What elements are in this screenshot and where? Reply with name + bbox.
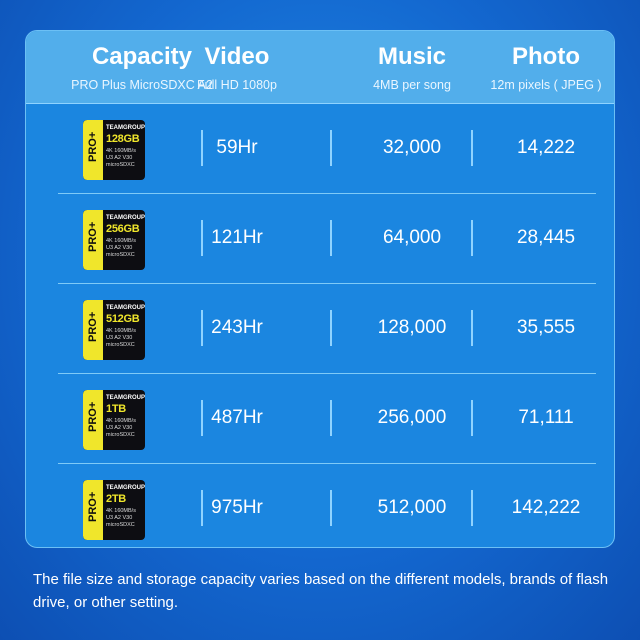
sd-card-image: PRO+ TEAMGROUP 1TB 4K 160MB/s U3 A2 V30 …	[83, 390, 145, 450]
card-spec: 4K 160MB/s U3 A2 V30 microSDXC	[106, 328, 136, 348]
sd-card-image: PRO+ TEAMGROUP 512GB 4K 160MB/s U3 A2 V3…	[83, 300, 145, 360]
card-series: PRO+	[87, 491, 99, 522]
card-capacity: 512GB	[106, 313, 140, 325]
music-value: 128,000	[377, 317, 447, 338]
photo-value: 14,222	[516, 137, 576, 158]
column-divider	[201, 130, 203, 166]
card-series: PRO+	[87, 401, 99, 432]
column-divider	[471, 310, 473, 346]
column-subtitle: 12m pixels ( JPEG )	[490, 78, 602, 92]
column-divider	[201, 220, 203, 256]
column-title: Video	[204, 43, 270, 70]
music-value: 64,000	[382, 227, 442, 248]
video-value: 59Hr	[216, 137, 258, 158]
table-row: PRO+ TEAMGROUP 256GB 4K 160MB/s U3 A2 V3…	[26, 194, 614, 284]
card-brand: TEAMGROUP	[106, 305, 145, 311]
column-subtitle: PRO Plus MicroSDXC A2	[71, 78, 213, 92]
column-divider	[471, 490, 473, 526]
sd-card-image: PRO+ TEAMGROUP 128GB 4K 160MB/s U3 A2 V3…	[83, 120, 145, 180]
music-value: 256,000	[377, 407, 447, 428]
card-brand: TEAMGROUP	[106, 215, 145, 221]
row-divider	[58, 283, 596, 284]
footnote: The file size and storage capacity varie…	[33, 571, 609, 611]
photo-value: 142,222	[511, 497, 581, 518]
card-capacity: 1TB	[106, 403, 126, 415]
card-capacity: 256GB	[106, 223, 140, 235]
card-capacity: 2TB	[106, 493, 126, 505]
column-divider	[330, 130, 332, 166]
video-value: 121Hr	[211, 227, 263, 248]
column-divider	[471, 220, 473, 256]
photo-value: 35,555	[516, 317, 576, 338]
card-spec: 4K 160MB/s U3 A2 V30 microSDXC	[106, 238, 136, 258]
card-series: PRO+	[87, 221, 99, 252]
column-divider	[330, 400, 332, 436]
capacity-table: Capacity PRO Plus MicroSDXC A2 Video Full…	[25, 30, 615, 548]
column-subtitle: Full HD 1080p	[197, 78, 277, 92]
column-divider	[201, 310, 203, 346]
card-spec: 4K 160MB/s U3 A2 V30 microSDXC	[106, 508, 136, 528]
card-spec: 4K 160MB/s U3 A2 V30 microSDXC	[106, 148, 136, 168]
column-divider	[330, 490, 332, 526]
card-brand: TEAMGROUP	[106, 125, 145, 131]
card-series: PRO+	[87, 131, 99, 162]
sd-card-image: PRO+ TEAMGROUP 2TB 4K 160MB/s U3 A2 V30 …	[83, 480, 145, 540]
card-brand: TEAMGROUP	[106, 395, 145, 401]
row-divider	[58, 463, 596, 464]
column-subtitle: 4MB per song	[373, 78, 451, 92]
card-strip	[83, 300, 103, 360]
card-strip	[83, 480, 103, 540]
column-title: Music	[377, 43, 446, 70]
sd-card-image: PRO+ TEAMGROUP 256GB 4K 160MB/s U3 A2 V3…	[83, 210, 145, 270]
card-brand: TEAMGROUP	[106, 485, 145, 491]
table-header: Capacity PRO Plus MicroSDXC A2 Video Full…	[26, 31, 614, 104]
card-strip	[83, 210, 103, 270]
table-row: PRO+ TEAMGROUP 512GB 4K 160MB/s U3 A2 V3…	[26, 284, 614, 374]
row-divider	[58, 373, 596, 374]
music-value: 32,000	[382, 137, 442, 158]
video-value: 975Hr	[211, 497, 263, 518]
card-spec: 4K 160MB/s U3 A2 V30 microSDXC	[106, 418, 136, 438]
table-row: PRO+ TEAMGROUP 1TB 4K 160MB/s U3 A2 V30 …	[26, 374, 614, 464]
card-series: PRO+	[87, 311, 99, 342]
photo-value: 71,111	[518, 407, 574, 428]
column-divider	[201, 490, 203, 526]
table-row: PRO+ TEAMGROUP 2TB 4K 160MB/s U3 A2 V30 …	[26, 464, 614, 547]
table-row: PRO+ TEAMGROUP 128GB 4K 160MB/s U3 A2 V3…	[26, 104, 614, 194]
column-divider	[471, 400, 473, 436]
column-divider	[201, 400, 203, 436]
video-value: 243Hr	[211, 317, 263, 338]
card-strip	[83, 120, 103, 180]
music-value: 512,000	[377, 497, 447, 518]
column-divider	[330, 220, 332, 256]
column-divider	[471, 130, 473, 166]
column-title: Photo	[512, 43, 580, 70]
photo-value: 28,445	[516, 227, 576, 248]
column-title: Capacity	[91, 43, 193, 70]
column-divider	[330, 310, 332, 346]
row-divider	[58, 193, 596, 194]
card-capacity: 128GB	[106, 133, 140, 145]
video-value: 487Hr	[211, 407, 263, 428]
card-strip	[83, 390, 103, 450]
